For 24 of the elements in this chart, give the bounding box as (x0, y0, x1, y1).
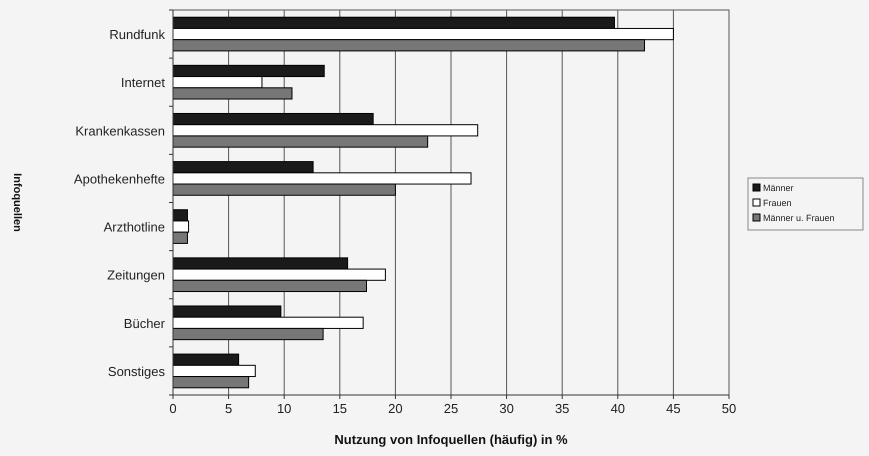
x-axis-title: Nutzung von Infoquellen (häufig) in % (334, 432, 568, 447)
x-tick-label: 35 (554, 401, 570, 416)
y-tick-label: Internet (120, 75, 166, 90)
y-tick-label: Bücher (124, 316, 166, 331)
x-tick-label: 15 (332, 401, 348, 416)
x-tick-label: 5 (224, 401, 232, 416)
legend-label: Männer u. Frauen (763, 213, 835, 223)
legend-label: Männer (763, 183, 794, 193)
y-tick-label: Arzthotline (104, 220, 165, 235)
x-tick-label: 25 (444, 401, 458, 416)
y-axis-title: Infoquellen (11, 173, 23, 232)
x-tick-label: 40 (610, 401, 626, 416)
y-tick-label: Zeitungen (107, 268, 165, 283)
y-tick-label: Sonstiges (108, 364, 166, 379)
y-tick-label: Rundfunk (109, 27, 166, 42)
x-tick-label: 20 (388, 401, 403, 416)
y-tick-label: Apothekenhefte (74, 171, 165, 186)
x-tick-label: 0 (169, 401, 177, 416)
legend-label: Frauen (763, 198, 792, 208)
x-tick-label: 30 (499, 401, 514, 416)
y-tick-label: Krankenkassen (75, 123, 165, 138)
x-tick-label: 45 (666, 401, 681, 416)
x-tick-label: 10 (276, 401, 292, 416)
x-tick-label: 50 (722, 401, 736, 416)
